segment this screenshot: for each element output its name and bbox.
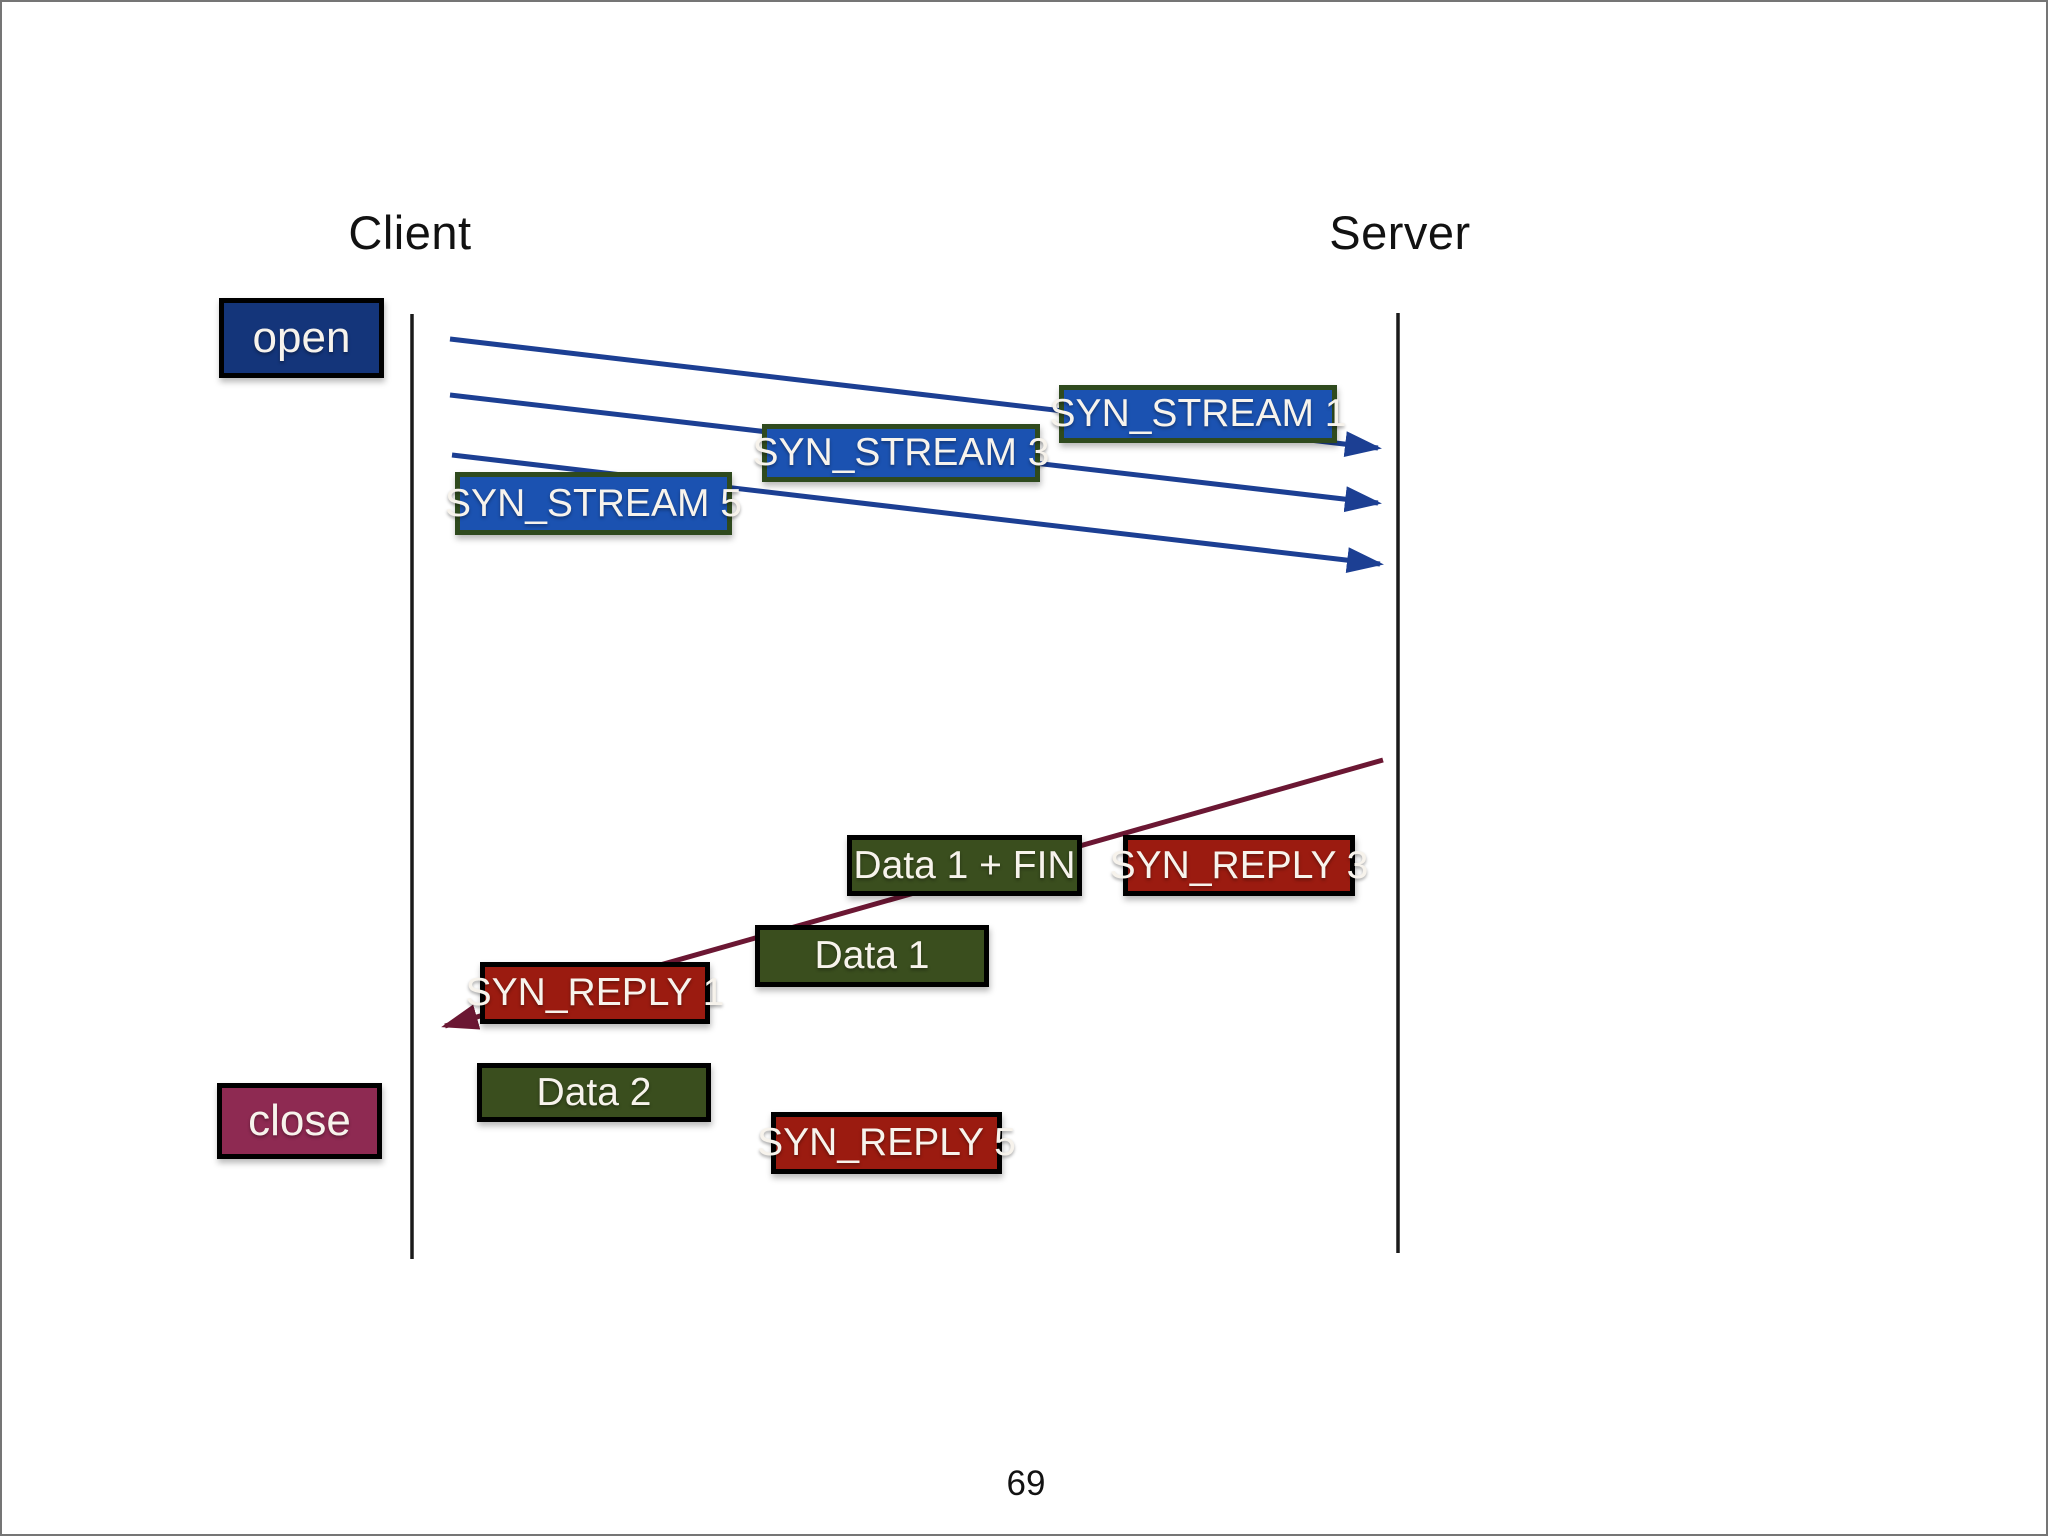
actor-label-client: Client — [348, 206, 472, 259]
state-box-close: close — [217, 1083, 382, 1159]
state-box-open: open — [219, 298, 384, 378]
actor-label-server: Server — [1329, 206, 1471, 259]
message-box-data-1-fin: Data 1 + FIN — [847, 835, 1082, 896]
message-box-syn-reply-1: SYN_REPLY 1 — [466, 962, 724, 1024]
message-box-data-2: Data 2 — [477, 1063, 711, 1122]
message-box-data-1: Data 1 — [755, 925, 989, 987]
page-number: 69 — [1006, 1464, 1046, 1503]
message-box-syn-stream-3: SYN_STREAM 3 — [753, 424, 1049, 482]
message-box-syn-stream-1: SYN_STREAM 1 — [1050, 385, 1346, 443]
message-box-syn-reply-5: SYN_REPLY 5 — [757, 1112, 1016, 1174]
message-box-syn-reply-3: SYN_REPLY 3 — [1110, 835, 1368, 896]
message-box-syn-stream-5: SYN_STREAM 5 — [445, 472, 742, 535]
